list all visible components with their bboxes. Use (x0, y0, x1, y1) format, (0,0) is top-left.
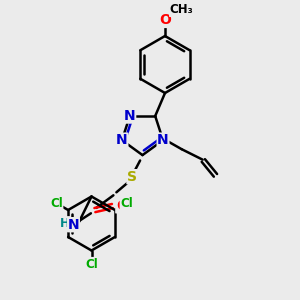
Text: O: O (159, 14, 171, 27)
Text: Cl: Cl (85, 257, 98, 271)
Text: Cl: Cl (120, 197, 133, 210)
Text: N: N (157, 133, 169, 147)
Text: CH₃: CH₃ (169, 3, 194, 16)
Text: O: O (116, 199, 128, 213)
Text: S: S (127, 170, 137, 184)
Text: N: N (68, 218, 79, 232)
Text: N: N (124, 109, 136, 123)
Text: N: N (116, 133, 128, 147)
Text: H: H (60, 217, 70, 230)
Text: Cl: Cl (50, 197, 63, 210)
